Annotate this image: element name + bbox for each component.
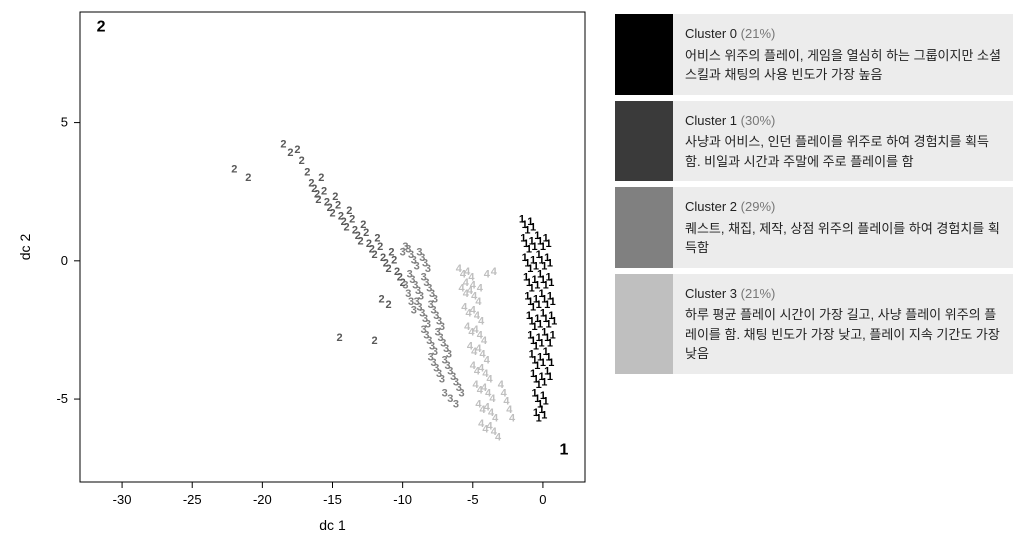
legend-desc: 어비스 위주의 플레이, 게임을 열심히 하는 그룹이지만 소셜 스킬과 채팅의… (685, 46, 1001, 85)
svg-text:-30: -30 (113, 492, 132, 507)
svg-text:4: 4 (463, 277, 470, 289)
legend-desc: 퀘스트, 채집, 제작, 상점 위주의 플레이를 하여 경험치를 획득함 (685, 219, 1001, 258)
svg-text:1: 1 (560, 441, 569, 458)
svg-text:4: 4 (492, 412, 499, 424)
svg-text:2: 2 (372, 335, 378, 347)
svg-text:2: 2 (97, 18, 106, 35)
svg-text:-25: -25 (183, 492, 202, 507)
svg-text:2: 2 (379, 293, 385, 305)
svg-text:4: 4 (487, 374, 494, 386)
svg-text:1: 1 (541, 410, 547, 422)
svg-text:-10: -10 (393, 492, 412, 507)
legend-title: Cluster 1 (685, 113, 737, 128)
svg-text:2: 2 (336, 332, 342, 344)
legend-swatch (615, 14, 673, 95)
chart-svg: -30-25-20-15-10-50-505dc 1dc 22222222222… (0, 0, 600, 544)
svg-text:3: 3 (439, 374, 445, 386)
svg-text:-5: -5 (56, 391, 68, 406)
svg-text:3: 3 (458, 387, 464, 399)
svg-text:4: 4 (509, 412, 516, 424)
svg-text:2: 2 (245, 172, 251, 184)
svg-text:1: 1 (550, 329, 556, 341)
svg-text:4: 4 (484, 269, 491, 281)
svg-text:4: 4 (484, 354, 491, 366)
svg-text:2: 2 (231, 163, 237, 175)
legend-swatch (615, 274, 673, 374)
legend-pct: (30%) (741, 113, 776, 128)
svg-text:2: 2 (280, 139, 286, 151)
legend-text: Cluster 0 (21%) 어비스 위주의 플레이, 게임을 열심히 하는 그… (673, 14, 1013, 95)
svg-text:dc 1: dc 1 (319, 517, 346, 533)
svg-text:0: 0 (539, 492, 546, 507)
legend-text: Cluster 1 (30%) 사냥과 어비스, 인던 플레이를 위주로 하여 경… (673, 101, 1013, 182)
svg-text:4: 4 (477, 282, 484, 294)
legend-pct: (21%) (741, 286, 776, 301)
legend-title: Cluster 0 (685, 26, 737, 41)
svg-text:4: 4 (495, 432, 502, 444)
legend-pct: (29%) (741, 199, 776, 214)
svg-text:-15: -15 (323, 492, 342, 507)
figure-container: -30-25-20-15-10-50-505dc 1dc 22222222222… (0, 0, 1023, 544)
legend-pct: (21%) (741, 26, 776, 41)
svg-text:2: 2 (386, 299, 392, 311)
svg-text:3: 3 (453, 398, 459, 410)
legend-title: Cluster 3 (685, 286, 737, 301)
legend-item-3: Cluster 3 (21%) 하루 평균 플레이 시간이 가장 길고, 사냥 플… (615, 274, 1013, 374)
legend-item-1: Cluster 1 (30%) 사냥과 어비스, 인던 플레이를 위주로 하여 경… (615, 101, 1013, 182)
svg-text:-5: -5 (467, 492, 479, 507)
legend-item-2: Cluster 2 (29%) 퀘스트, 채집, 제작, 상점 위주의 플레이를 … (615, 187, 1013, 268)
svg-text:4: 4 (489, 393, 496, 405)
legend-text: Cluster 3 (21%) 하루 평균 플레이 시간이 가장 길고, 사냥 플… (673, 274, 1013, 374)
svg-text:1: 1 (547, 257, 553, 269)
svg-text:5: 5 (61, 115, 68, 130)
svg-text:4: 4 (481, 335, 488, 347)
svg-text:1: 1 (545, 238, 551, 250)
svg-text:1: 1 (548, 277, 554, 289)
legend-text: Cluster 2 (29%) 퀘스트, 채집, 제작, 상점 위주의 플레이를 … (673, 187, 1013, 268)
svg-text:-20: -20 (253, 492, 272, 507)
svg-text:4: 4 (475, 296, 482, 308)
svg-text:dc 2: dc 2 (17, 234, 33, 261)
svg-text:1: 1 (551, 316, 557, 328)
legend-desc: 사냥과 어비스, 인던 플레이를 위주로 하여 경험치를 획득함. 비일과 시간… (685, 132, 1001, 171)
legend-swatch (615, 101, 673, 182)
scatter-chart: -30-25-20-15-10-50-505dc 1dc 22222222222… (0, 0, 600, 544)
svg-text:3: 3 (411, 304, 417, 316)
svg-text:4: 4 (491, 266, 498, 278)
legend-desc: 하루 평균 플레이 시간이 가장 길고, 사냥 플레이 위주의 플레이를 함. … (685, 305, 1001, 364)
svg-text:1: 1 (550, 296, 556, 308)
svg-text:0: 0 (61, 253, 68, 268)
svg-text:2: 2 (287, 147, 293, 159)
legend-item-0: Cluster 0 (21%) 어비스 위주의 플레이, 게임을 열심히 하는 그… (615, 14, 1013, 95)
svg-text:2: 2 (318, 172, 324, 184)
legend-title: Cluster 2 (685, 199, 737, 214)
legend-panel: Cluster 0 (21%) 어비스 위주의 플레이, 게임을 열심히 하는 그… (615, 14, 1013, 374)
legend-swatch (615, 187, 673, 268)
svg-text:4: 4 (470, 280, 477, 292)
svg-text:4: 4 (478, 316, 485, 328)
svg-text:1: 1 (547, 371, 553, 383)
